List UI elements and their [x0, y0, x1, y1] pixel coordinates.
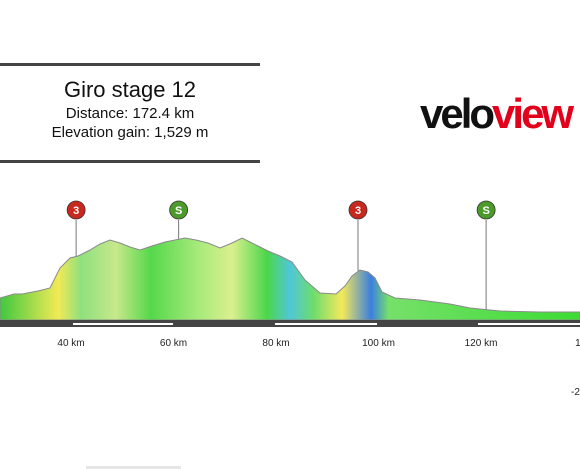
marker-climb_cat3-icon: 3 [66, 200, 86, 220]
km-tick-label: 100 km [362, 338, 395, 349]
km-tick-label: 40 km [57, 338, 85, 349]
track-highlights [73, 323, 580, 325]
stage-title: Giro stage 12 [63, 77, 197, 102]
marker-climb_cat3-icon: 3 [348, 200, 368, 220]
distance-text: Distance: 172.4 km [65, 105, 195, 122]
bottom-rule [0, 160, 260, 163]
km-tick-label: 60 km [159, 338, 188, 349]
profile-area [0, 237, 580, 321]
marker-label: S [175, 205, 182, 217]
km-tick-label: 140 [575, 338, 580, 349]
marker-label: 3 [355, 205, 361, 217]
marker-label: S [482, 205, 489, 217]
elevation-profile: 3S3SB [0, 200, 580, 327]
top-rule [0, 63, 260, 66]
marker-sprint-icon: S [476, 200, 496, 220]
km-tick-label: 80 km [262, 338, 290, 349]
elevation-gain-text: Elevation gain: 1,529 m [51, 124, 209, 141]
marker-sprint-icon: S [169, 200, 189, 220]
axis-note: -2 [571, 387, 580, 398]
stage-info-box: Giro stage 12 Distance: 172.4 km Elevati… [0, 68, 260, 160]
km-tick-label: 120 km [464, 338, 498, 349]
scroll-indicator [86, 466, 181, 469]
marker-label: 3 [73, 205, 79, 217]
marker-circles: 3S3SB [66, 200, 496, 220]
veloviewer-logo: veloview [420, 90, 574, 137]
